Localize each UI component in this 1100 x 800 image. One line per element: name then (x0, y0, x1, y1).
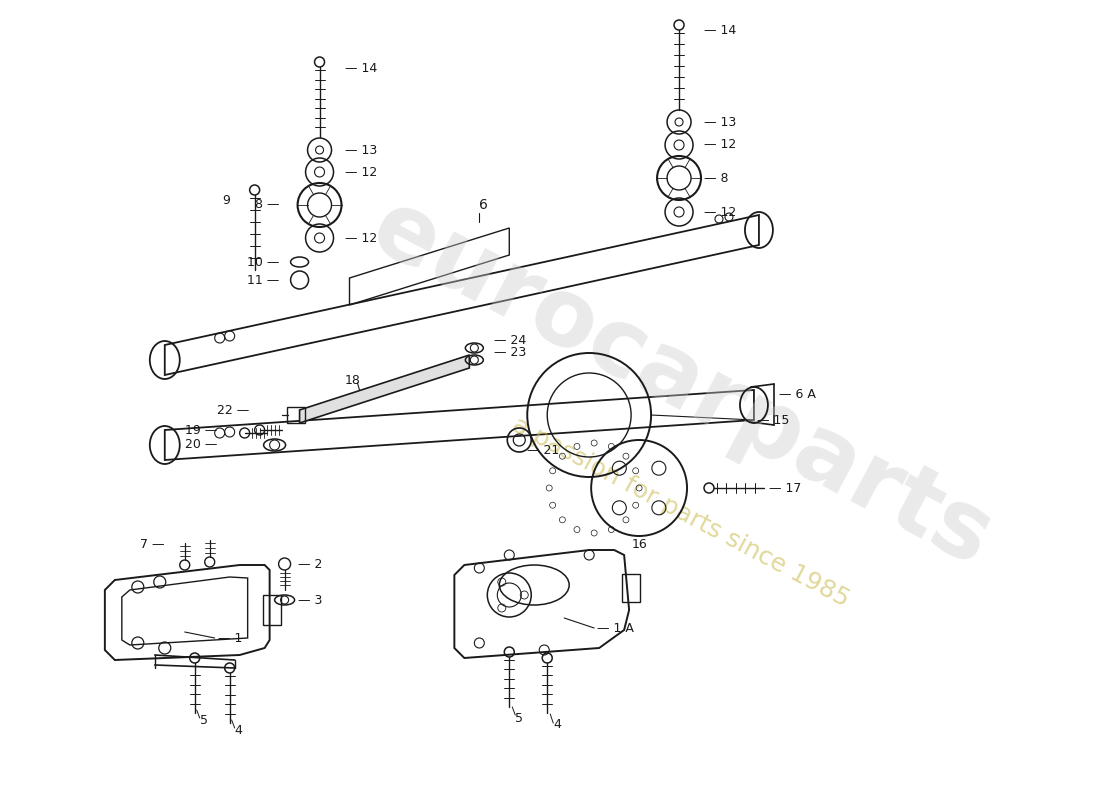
Text: — 21: — 21 (527, 443, 560, 457)
Text: 11 —: 11 — (248, 274, 279, 286)
Text: 18: 18 (344, 374, 361, 386)
Text: 8 —: 8 — (255, 198, 279, 211)
Text: 10 —: 10 — (248, 255, 279, 269)
Text: — 12: — 12 (704, 206, 736, 218)
Text: 20 —: 20 — (185, 438, 218, 451)
Text: 16: 16 (631, 538, 647, 551)
Bar (263, 595, 280, 625)
Polygon shape (299, 355, 470, 423)
Text: 5: 5 (200, 714, 208, 726)
Text: 5: 5 (515, 711, 524, 725)
Text: — 2: — 2 (298, 558, 322, 570)
Text: — 12: — 12 (344, 231, 377, 245)
Text: — 13: — 13 (704, 115, 736, 129)
Text: — 23: — 23 (494, 346, 527, 359)
Text: — 13: — 13 (344, 143, 377, 157)
Text: 4: 4 (553, 718, 561, 731)
Text: — 1: — 1 (218, 631, 242, 645)
Text: a passion for parts since 1985: a passion for parts since 1985 (508, 413, 854, 611)
Text: — 17: — 17 (769, 482, 801, 494)
Text: — 1 A: — 1 A (597, 622, 634, 634)
Text: — 15: — 15 (757, 414, 790, 426)
Text: 9: 9 (222, 194, 230, 206)
Text: — 14: — 14 (344, 62, 377, 74)
Text: 22 —: 22 — (218, 403, 250, 417)
Text: 4: 4 (234, 723, 242, 737)
Text: — 12: — 12 (344, 166, 377, 178)
Text: — 24: — 24 (494, 334, 527, 347)
Text: — 6 A: — 6 A (779, 389, 816, 402)
Bar (623, 574, 640, 602)
Text: eurocarparts: eurocarparts (355, 182, 1006, 586)
Text: 19 —: 19 — (186, 423, 218, 437)
Text: — 14: — 14 (704, 23, 736, 37)
Text: — 12: — 12 (704, 138, 736, 151)
Text: — 8: — 8 (704, 171, 728, 185)
Text: 7 —: 7 — (141, 538, 165, 551)
Text: — 3: — 3 (298, 594, 322, 606)
Text: 6: 6 (480, 198, 488, 212)
